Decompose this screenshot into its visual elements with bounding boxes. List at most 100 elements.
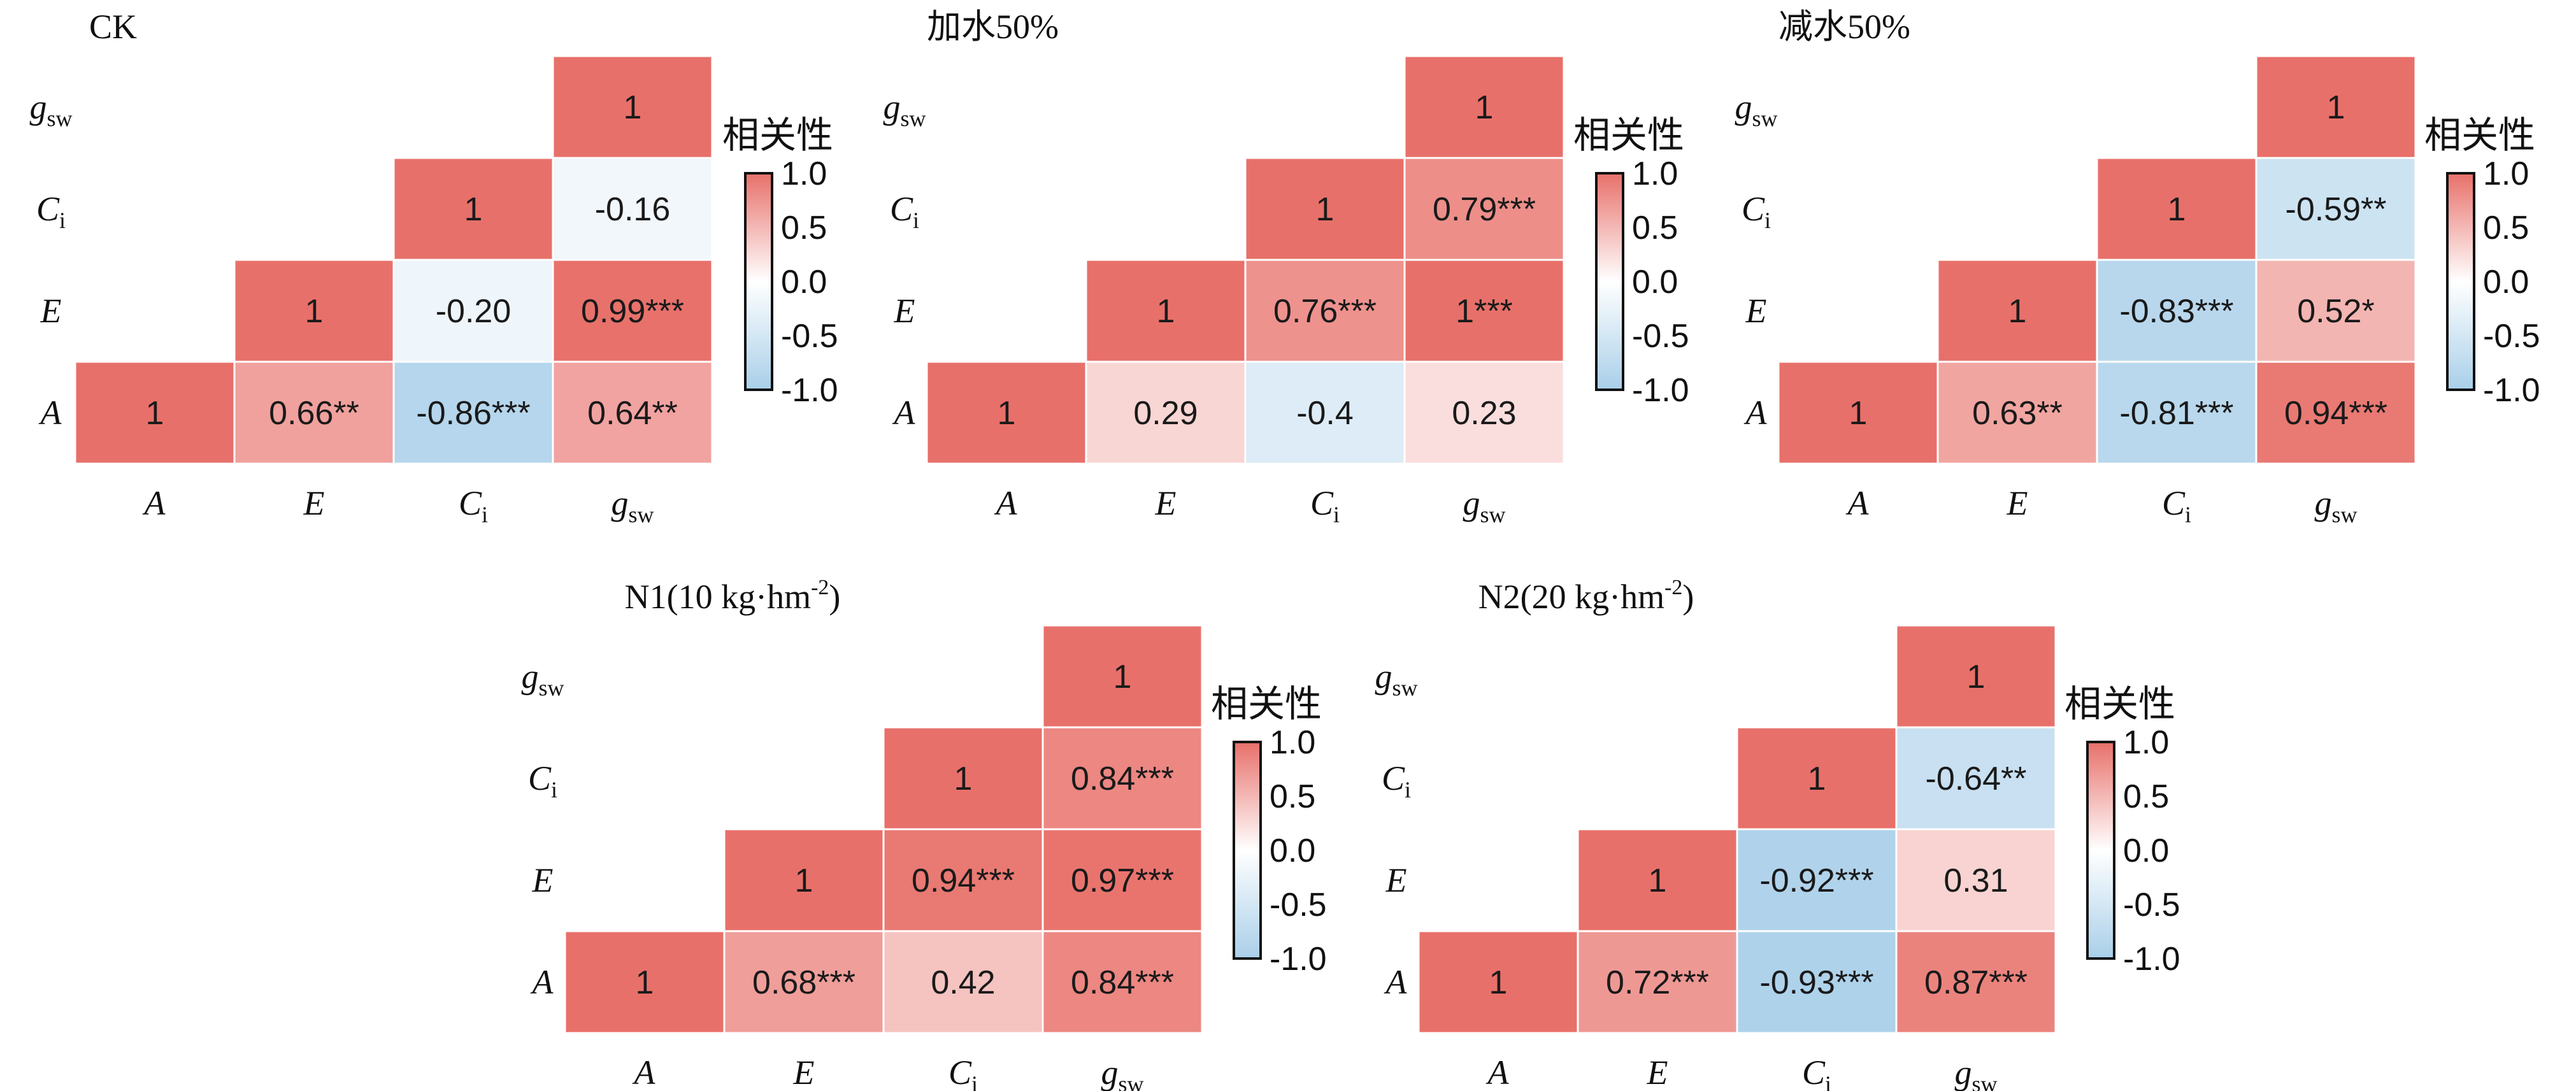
panel-title-main: 加水50% [927,8,1059,46]
y-tick-label-base: C [528,759,552,797]
heatmap-cell [1403,259,1565,363]
cell-value-label: -0.93*** [1759,964,1873,1001]
y-tick-label-base: C [890,190,913,228]
cell-value-label: 1 [1649,862,1667,899]
cell-value-label: 1 [1967,659,1986,695]
panel-title: N2(20 kg·hm-2) [1478,576,1694,616]
y-tick-label-base: A [1384,963,1408,1001]
colorbar-tick-label: -0.5 [1632,318,1689,355]
x-tick-label-base: g [1463,484,1480,522]
y-tick-label-base: E [894,292,915,330]
colorbar [2446,172,2475,391]
heatmap-cell [564,930,726,1034]
y-tick-label-base: g [883,88,900,126]
y-tick-label-base: E [1745,292,1767,330]
y-tick-label-base: E [1385,861,1407,899]
colorbar-tick-label: -1.0 [1270,941,1327,978]
panel-title: N1(10 kg·hm-2) [625,576,841,616]
y-tick-label-base: C [1382,759,1405,797]
cell-value-label: 0.64** [587,395,678,432]
colorbar-tick-label: 1.0 [781,155,827,192]
x-tick-label-subscript: sw [628,502,654,527]
heatmap-cell [552,360,713,465]
x-tick-label: A [994,484,1018,522]
cell-value-label: 1 [2327,89,2345,126]
panel-title-end: ) [1682,578,1694,616]
x-tick-label-base: E [1647,1053,1668,1091]
x-tick-label: gsw [1101,1053,1143,1091]
x-tick-label-base: A [994,484,1018,522]
colorbar-tick-label: 0.0 [1270,832,1315,869]
heatmap-cell [2096,157,2258,261]
colorbar-tick-label: 0.0 [781,264,827,301]
y-tick-label: A [531,963,554,1001]
cell-value-label: 1 [2008,293,2027,330]
cell-value-label: -0.16 [595,191,671,228]
y-tick-label-base: g [521,657,538,695]
x-tick-label-base: g [1954,1053,1971,1091]
x-tick-label-subscript: i [1825,1071,1831,1091]
heatmap-cell [1895,726,2057,831]
heatmap-panel-1: CK 1 0.66** -0.86*** 0.64** 1 -0.20 0.99*** 1 -0.… [29,8,838,527]
heatmap-cell [2096,360,2258,465]
heatmap-panel-4: N1(10 kg·hm-2) 1 0.68*** 0.42 0.84*** 1 0.94**… [521,576,1326,1091]
heatmap-cell [1041,828,1203,932]
cell-value-label: 1 [636,964,654,1001]
heatmap-cell [1895,930,2057,1034]
y-tick-label-base: g [1375,657,1392,695]
panel-title-superscript: -2 [1664,576,1682,599]
x-tick-label: gsw [1954,1053,1997,1091]
panel-title: CK [89,8,137,46]
y-tick-label-subscript: sw [538,675,564,701]
cell-value-label: 1*** [1456,293,1513,330]
x-tick-label-base: A [1486,1053,1510,1091]
y-tick-label: gsw [29,88,72,131]
x-tick-label: Ci [2162,484,2191,527]
cell-value-label: 0.66** [269,395,359,432]
x-tick-label-base: g [2314,484,2331,522]
heatmap-cell [392,259,554,363]
cell-value-label: -0.20 [436,293,512,330]
panel-title: 加水50% [927,8,1059,46]
heatmap-cell [2255,360,2417,465]
heatmap-cell [882,828,1044,932]
y-tick-label-subscript: sw [900,106,926,131]
colorbar-tick-label: -0.5 [781,318,838,355]
heatmap-panel-2: 加水50% 1 0.29 -0.4 0.23 1 0.76*** 1*** 1 0.79*** 1 g… [883,8,1689,527]
panel-title-end: ) [829,578,840,616]
y-tick-label-base: g [29,88,47,126]
cell-value-label: 0.72*** [1606,964,1709,1001]
y-tick-label: gsw [1735,88,1777,131]
colorbar-tick-label: 0.5 [1632,210,1678,246]
x-tick-label-subscript: i [971,1071,978,1091]
heatmap-cell [392,157,554,261]
heatmap-cell [1577,828,1738,932]
x-tick-label-subscript: i [2185,502,2191,527]
y-tick-label-base: A [39,394,62,432]
heatmap-cell [1403,157,1565,261]
x-tick-label-subscript: sw [1971,1071,1997,1091]
heatmap-cell [233,360,395,465]
y-tick-label: E [532,861,554,899]
colorbar-tick-label: 1.0 [2123,724,2169,761]
cell-value-label: 1 [464,191,483,228]
panel-title-main: CK [89,8,137,46]
heatmap-cell [1777,360,1939,465]
cell-value-label: 0.42 [931,964,995,1001]
heatmap-cell [882,726,1044,831]
cell-value-label: 0.84*** [1071,760,1174,797]
heatmap-cell [1403,55,1565,159]
heatmap-cell [1895,828,2057,932]
cell-value-label: 1 [1475,89,1494,126]
y-tick-label: E [40,292,62,330]
heatmap-panel-5: N2(20 kg·hm-2) 1 0.72*** -0.93*** 0.87*** 1 -0… [1375,576,2180,1091]
x-tick-label-base: E [303,484,325,522]
cell-value-label: 0.97*** [1071,862,1174,899]
x-tick-label-base: E [793,1053,815,1091]
x-tick-label: Ci [948,1053,978,1091]
x-tick-label: E [1647,1053,1668,1091]
heatmap-panel-3: 减水50% 1 0.63** -0.81*** 0.94*** 1 -0.83*** 0.52… [1735,8,2540,527]
x-tick-label-base: C [948,1053,972,1091]
y-tick-label-subscript: sw [47,106,72,131]
y-tick-label: A [1744,394,1768,432]
